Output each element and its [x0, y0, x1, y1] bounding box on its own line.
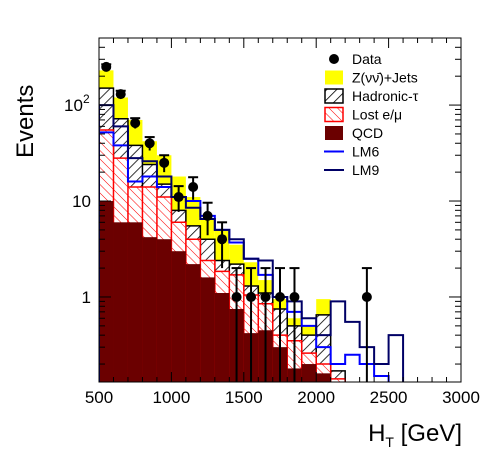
x-tick-label: 500 — [85, 388, 113, 407]
data-point — [275, 291, 285, 302]
x-tick-label: 2000 — [297, 388, 335, 407]
legend-swatch-data — [329, 54, 339, 64]
bar-qcd — [214, 293, 230, 382]
bar-qcd — [301, 364, 317, 382]
bar-qcd — [185, 264, 201, 382]
y-axis-label: Events — [12, 84, 39, 158]
y-tick-label-exponent: 2 — [83, 92, 90, 106]
data-points — [101, 61, 372, 382]
x-axis-label: HT [GeV] — [368, 420, 462, 450]
data-point — [217, 234, 228, 245]
legend-label-lost-e: Lost e/μ — [352, 107, 402, 123]
data-point — [361, 291, 372, 302]
data-point — [202, 210, 213, 221]
data-point — [115, 89, 126, 100]
legend-label-hadronic: Hadronic-τ — [352, 88, 419, 104]
legend-label-lm6: LM6 — [352, 144, 379, 160]
legend-label-data: Data — [352, 51, 382, 67]
stacked-backgrounds — [99, 70, 346, 382]
legend-label-lm9: LM9 — [352, 162, 379, 178]
bar-qcd — [142, 237, 157, 382]
data-point — [144, 138, 155, 149]
signal-lines — [99, 104, 405, 382]
bar-qcd — [200, 277, 215, 382]
bar-qcd — [316, 373, 331, 382]
legend-swatch-qcd — [325, 126, 343, 140]
data-point — [246, 291, 257, 302]
bar-qcd — [156, 239, 172, 382]
legend-label-qcd: QCD — [352, 125, 383, 141]
legend-swatch-lost-e — [324, 106, 344, 123]
x-tick-label: 1000 — [152, 388, 190, 407]
x-tick-label: 2500 — [370, 388, 408, 407]
legend-swatch-hadronic — [324, 88, 344, 104]
bar-hadronic — [330, 370, 346, 382]
bar-qcd — [113, 222, 128, 382]
y-tick-label: 1 — [82, 288, 91, 307]
legend-swatch-zjets — [325, 70, 343, 85]
x-tick-label: 1500 — [225, 388, 263, 407]
bar-qcd — [171, 251, 186, 382]
legend: Data Z(νν̄)+Jets Hadronic-τ Lost e/μ QCD LM6 L… — [324, 51, 419, 178]
y-tick-label: 10 — [64, 96, 83, 115]
bar-qcd — [127, 222, 143, 382]
data-point — [173, 192, 184, 203]
data-point — [159, 157, 170, 168]
x-tick-label: 3000 — [442, 388, 480, 407]
data-point — [260, 291, 271, 302]
data-point — [130, 118, 141, 129]
data-point — [101, 61, 112, 72]
bar-lost-e — [330, 378, 346, 382]
data-point — [289, 291, 300, 302]
y-tick-label: 10 — [72, 192, 91, 211]
data-point — [231, 291, 242, 302]
line-lm9 — [99, 104, 405, 382]
legend-label-z-jets: Z(νν̄)+Jets — [352, 70, 418, 86]
data-point — [188, 182, 199, 193]
bar-qcd — [99, 201, 114, 382]
